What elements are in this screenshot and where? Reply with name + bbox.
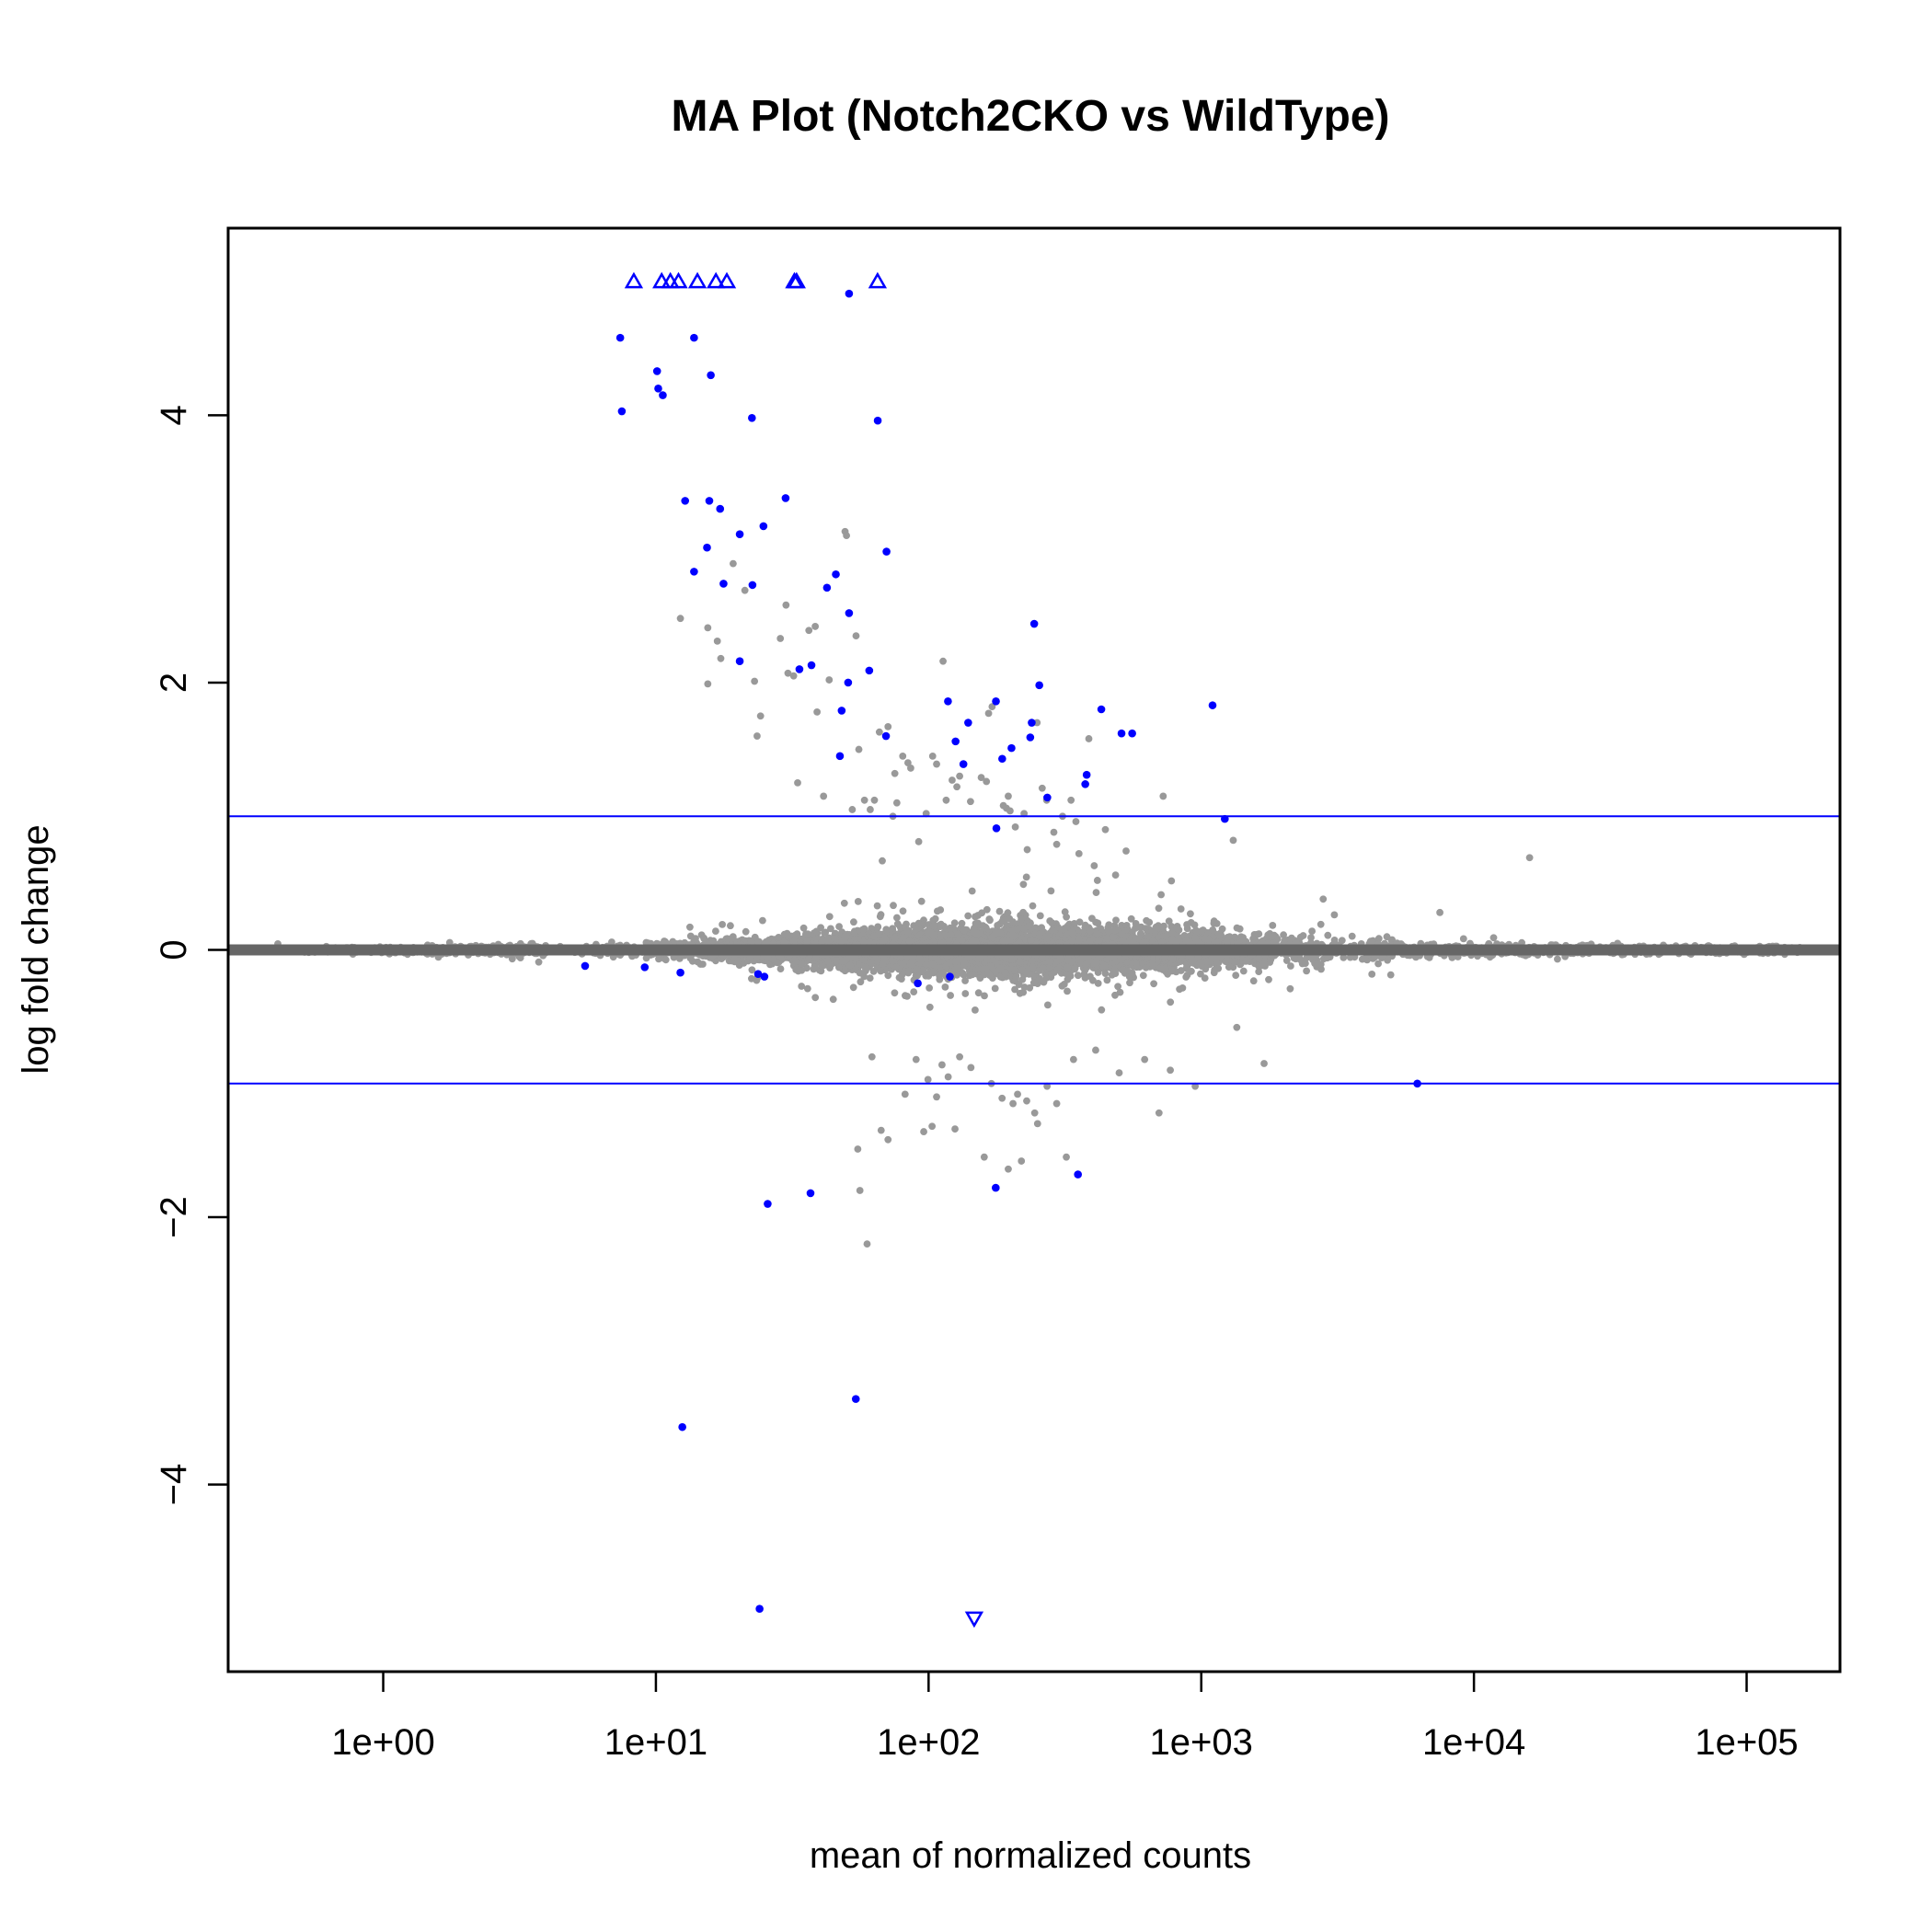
nonsignificant-point [1187,910,1194,918]
nonsignificant-point [1126,979,1133,987]
plot-marks [228,271,1840,1628]
nonsignificant-point [1127,914,1135,923]
nonsignificant-point [1118,922,1126,929]
nonsignificant-point [903,920,910,928]
nonsignificant-point [854,898,862,905]
nonsignificant-point [699,960,707,968]
nonsignificant-point [995,907,1004,915]
nonsignificant-point [926,984,933,992]
nonsignificant-point [961,990,970,997]
nonsignificant-point [1114,983,1121,991]
nonsignificant-point [1167,877,1176,885]
nonsignificant-point [1183,925,1191,933]
nonsignificant-point [1011,985,1018,994]
nonsignificant-point [1249,977,1258,985]
nonsignificant-point [799,924,808,932]
nonsignificant-point [1303,967,1310,975]
nonsignificant-point [972,913,979,921]
nonsignificant-point [1029,902,1037,910]
nonsignificant-point [608,938,615,946]
nonsignificant-point [1155,904,1163,913]
nonsignificant-point [759,916,766,925]
nonsignificant-point [866,974,874,982]
nonsignificant-point [903,993,911,1000]
nonsignificant-point [1386,971,1395,979]
nonsignificant-point [964,912,972,920]
nonsignificant-point [850,918,857,926]
nonsignificant-point [1036,912,1044,920]
nonsignificant-point [1317,960,1325,968]
nonsignificant-point [972,1006,979,1014]
nonsignificant-point [1232,972,1240,979]
nonsignificant-point [1374,960,1382,968]
nonsignificant-point [961,977,969,984]
nonsignificant-point [1150,980,1157,988]
nonsignificant-point [926,1003,934,1011]
nonsignificant-point [1374,935,1383,943]
nonsignificant-point [1094,980,1102,987]
nonsignificant-point [1139,972,1147,980]
nonsignificant-point [1092,889,1100,896]
nonsignificant-point [1269,922,1277,929]
nonsignificant-point [712,927,719,935]
nonsignificant-point [1317,920,1325,928]
nonsignificant-point [1044,1001,1052,1009]
chart-title: MA Plot (Notch2CKO vs WildType) [672,92,1390,141]
nonsignificant-point [890,902,897,910]
nonsignificant-point [884,972,892,980]
nonsignificant-point [947,992,954,999]
nonsignificant-point [840,899,848,907]
plot-area [228,271,1840,1628]
nonsignificant-point [1265,975,1272,983]
nonsignificant-point [1047,887,1055,895]
nonsignificant-point [941,983,949,991]
nonsignificant-point [968,887,976,895]
nonsignificant-point [1026,983,1034,992]
nonsignificant-point [1255,968,1263,975]
nonsignificant-point [798,983,806,990]
nonsignificant-point [508,955,516,963]
nonsignificant-point [1324,931,1332,939]
nonsignificant-point [1016,989,1024,997]
nonsignificant-point [1286,984,1294,993]
nonsignificant-point [686,923,694,931]
nonsignificant-point [1282,957,1291,964]
nonsignificant-point [986,916,994,925]
nonsignificant-point [1489,934,1498,942]
nonsignificant-point [821,929,828,937]
nonsignificant-point [981,992,988,1000]
nonsignificant-point [991,984,999,993]
nonsignificant-point [742,927,750,936]
nonsignificant-point [776,965,785,972]
nonsignificant-point [974,989,983,997]
nonsignificant-point [910,988,918,995]
nonsignificant-point [835,923,843,930]
nonsignificant-point [803,964,811,972]
nonsignificant-point [1459,935,1467,943]
nonsignificant-point [1074,972,1082,980]
nonsignificant-point [1330,911,1339,919]
nonsignificant-point [780,930,788,938]
